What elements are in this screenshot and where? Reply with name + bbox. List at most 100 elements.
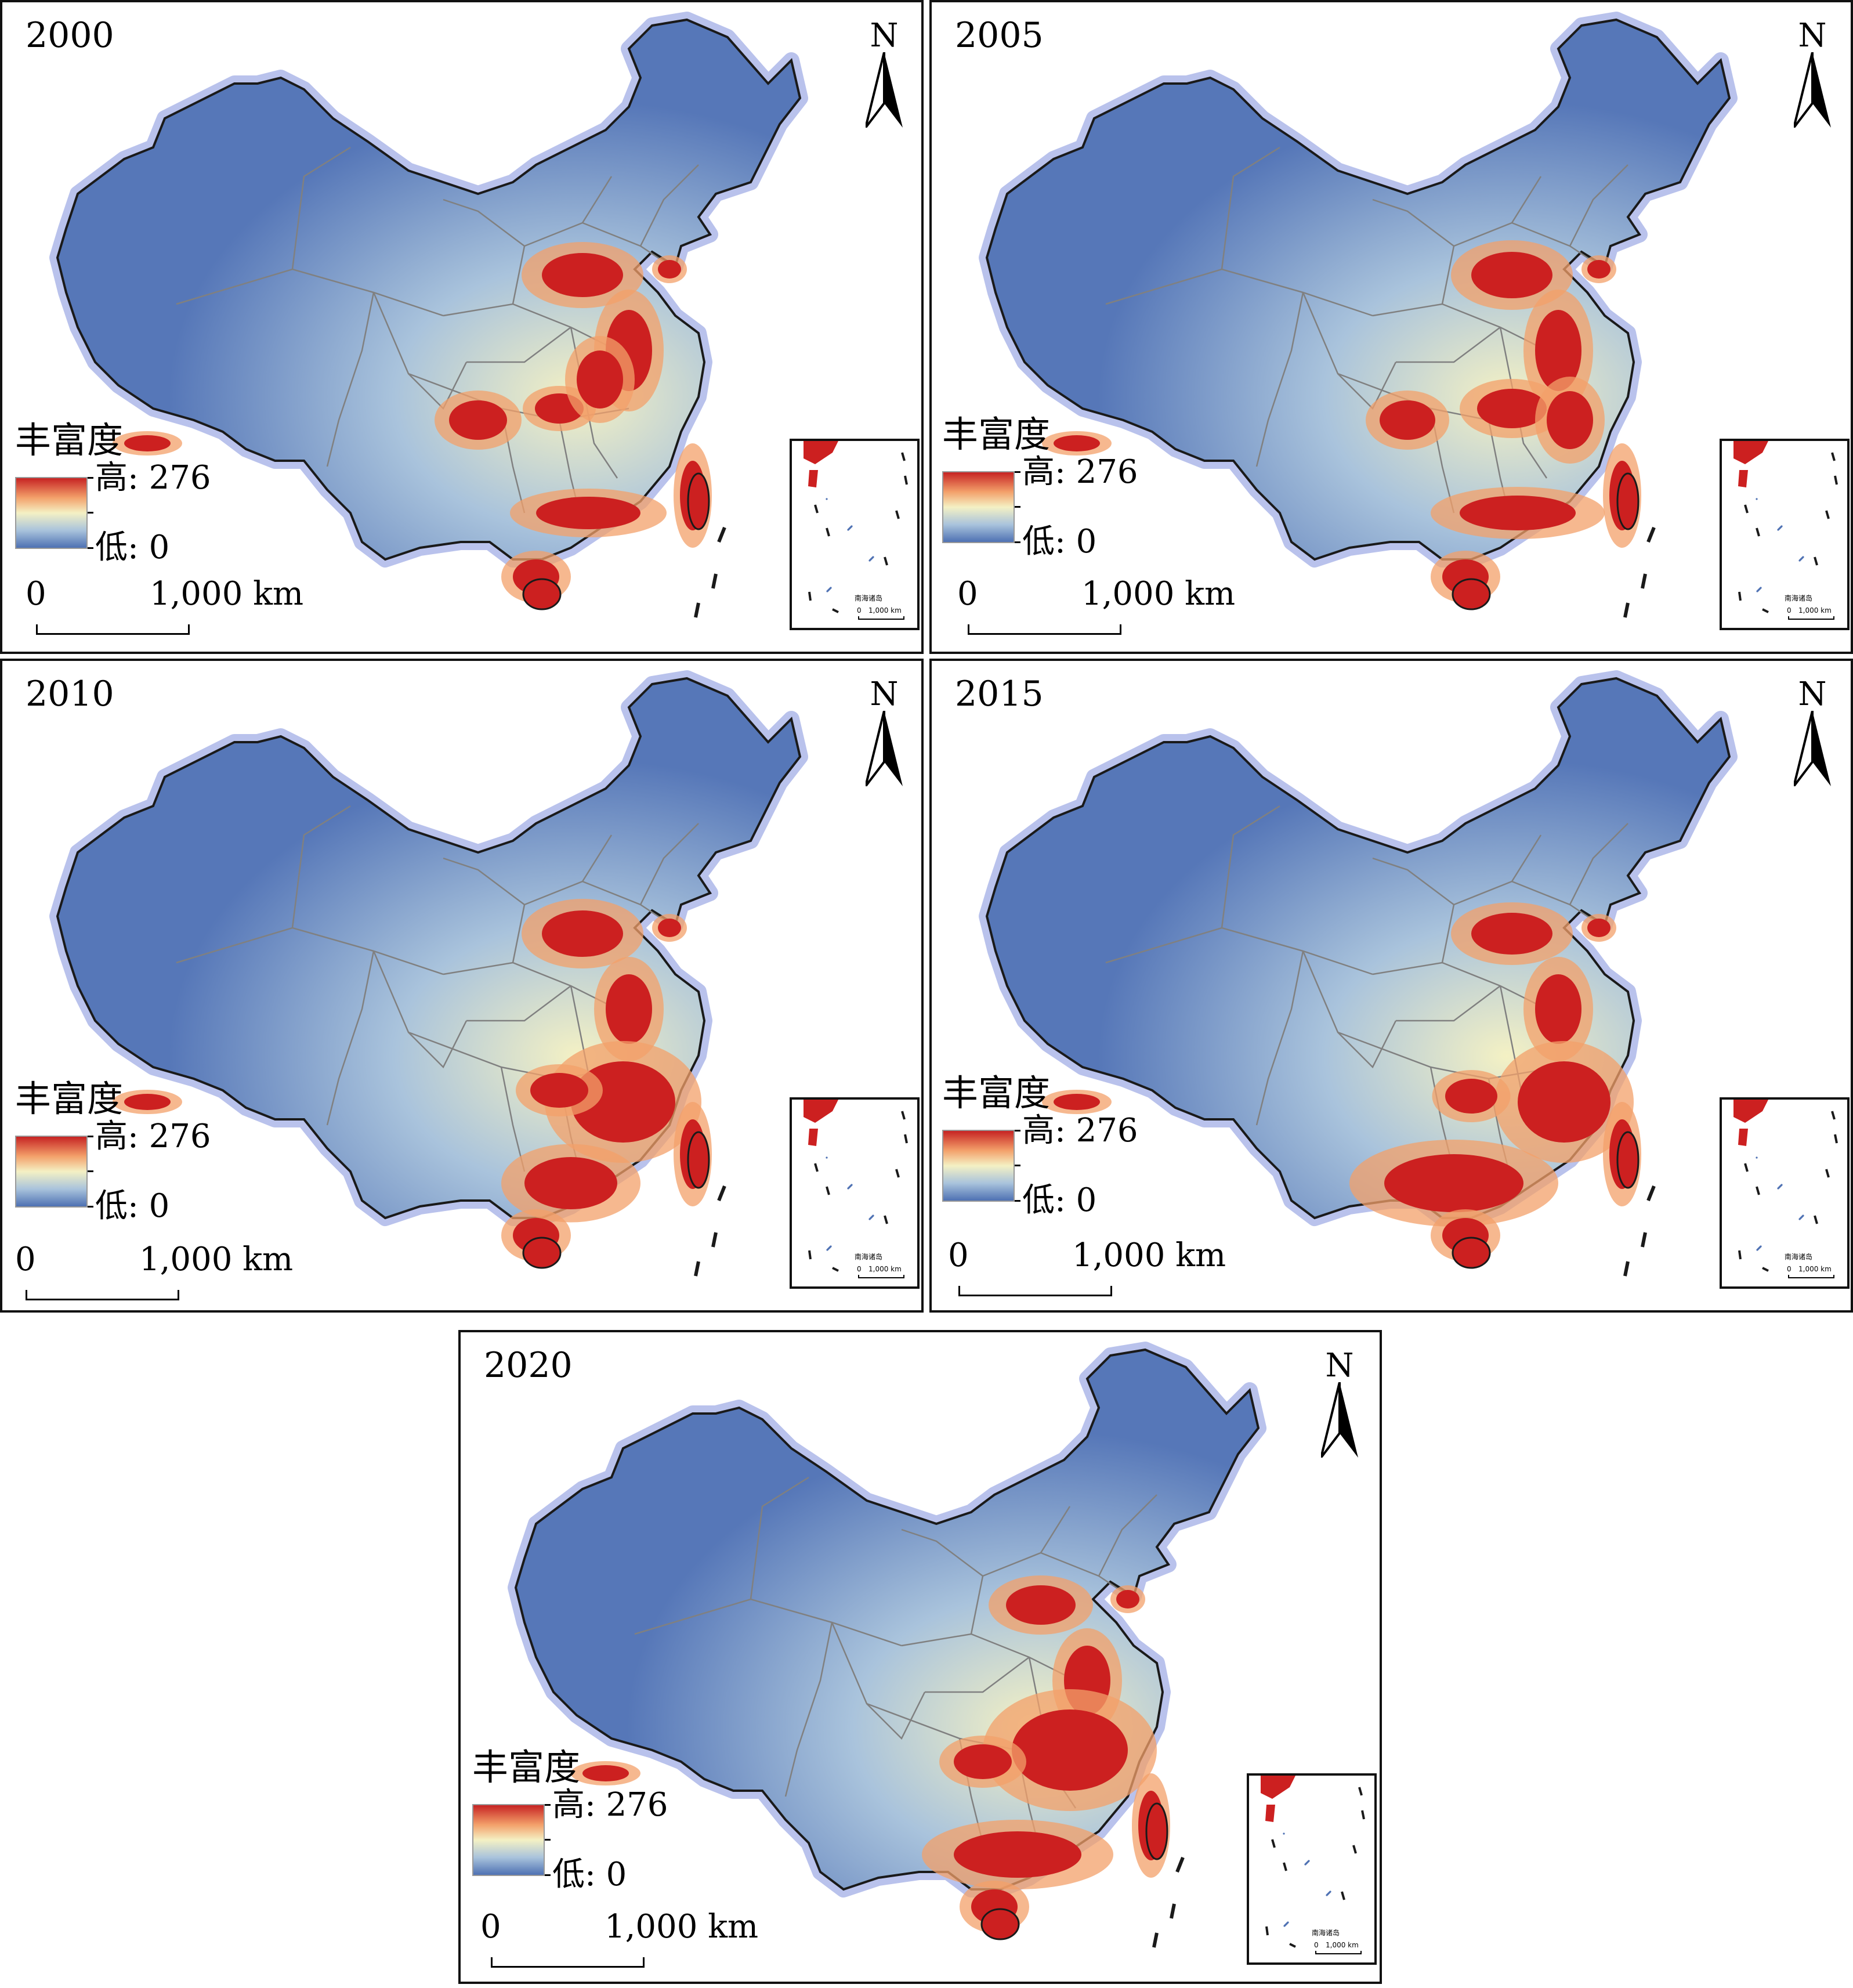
north-letter: N [870,675,899,713]
inset-island [808,1129,818,1146]
province-boundary [1372,962,1547,1010]
province-boundary [372,950,468,1069]
taiwan-island [687,472,710,530]
inset-title: 南海诸岛 [1785,1253,1813,1261]
inset-dash [814,504,819,514]
inset-dash [1352,1845,1357,1854]
north-letter: N [870,17,899,55]
inset-dash [1831,452,1836,461]
north-letter: N [1798,675,1827,713]
inset-scale-bar [858,616,904,620]
inset-title: 南海诸岛 [855,594,883,602]
south-china-sea-inset: 南海诸岛 0 1,000 km [1247,1773,1377,1965]
scale-label: 1,000 km [1072,1237,1226,1274]
inset-dash [1834,1134,1838,1144]
legend: 丰富度 高: 276 低: 0 [942,414,1174,588]
inset-dash [1834,475,1838,485]
legend: 丰富度 高: 276 低: 0 [15,420,247,594]
sea-boundary-mark [717,526,726,543]
legend-tick-low [88,547,93,549]
province-boundary [639,823,699,905]
legend-title: 丰富度 [15,1078,124,1120]
legend: 丰富度 高: 276 低: 0 [472,1747,704,1921]
inset-dash [1814,1215,1818,1224]
panel-year: 2020 [484,1345,573,1386]
sea-boundary-mark [711,573,718,589]
inset-scale-zero: 0 [1787,606,1792,615]
inset-islet [826,1156,828,1159]
richness-hotspot [1518,1061,1610,1143]
province-boundary [1302,292,1397,410]
richness-hotspot [1535,974,1581,1044]
legend-tick-high [88,1136,93,1137]
richness-hotspot [1054,435,1100,451]
province-boundary [1372,198,1454,247]
inset-dash [1289,1943,1296,1948]
legend-tick-mid [88,1170,93,1172]
inset-scale-label: 1,000 km [868,606,902,615]
panel-year: 2010 [26,674,114,714]
richness-hotspot [1054,1094,1100,1110]
richness-hotspot [577,350,623,409]
richness-hotspot [124,1094,171,1110]
province-boundary [512,834,613,963]
province-boundary [1396,327,1501,363]
inset-scale-bar [1788,1275,1834,1278]
legend-low-label: 低: 0 [1022,523,1097,561]
inset-coast [1733,1100,1768,1123]
map-panel-2015: 2015 N 丰富度 高: 276 低: 0 0 1,000 km 南海诸岛 0… [929,659,1853,1313]
legend-tick-mid [1015,506,1020,508]
north-arrow: N [861,17,907,128]
richness-hotspot [954,1744,1012,1779]
legend-tick-high [1015,1130,1020,1132]
richness-hotspot [1116,1590,1139,1609]
south-china-sea-inset: 南海诸岛 0 1,000 km [790,439,920,630]
inset-islet [851,1184,853,1186]
inset-dash [1265,1926,1269,1936]
inset-islet [1780,1184,1783,1186]
inset-dash [884,1215,888,1224]
richness-hotspot [658,919,681,937]
province-boundary [925,1657,1030,1693]
province-boundary [1255,950,1304,1126]
province-boundary [466,327,571,363]
north-letter: N [1798,17,1827,55]
province-boundary [1372,303,1547,352]
inset-dash [904,475,908,485]
scale-bar-line [958,1286,1112,1296]
inset-dash [808,591,812,601]
taiwan-island [687,1131,710,1189]
richness-hotspot [542,910,623,957]
inset-island [1738,470,1748,487]
map-panel-2020: 2020 N 丰富度 高: 276 低: 0 0 1,000 km 南海诸岛 0… [458,1330,1382,1984]
inset-islet [1760,587,1762,589]
inset-scale-label: 1,000 km [1798,606,1832,615]
inset-islet [1329,1891,1331,1893]
taiwan-island [1616,472,1640,530]
richness-hotspot [1460,496,1576,530]
province-boundary [1221,146,1280,270]
inset-dash [1738,1250,1742,1260]
inset-islet [872,556,874,558]
province-boundary [176,927,444,975]
inset-islet [1760,1245,1762,1248]
panel-year: 2005 [955,15,1044,56]
inset-islet [826,498,828,500]
province-boundary [291,805,351,928]
richness-hotspot [582,1765,629,1781]
inset-islet [830,587,832,589]
south-china-sea-inset: 南海诸岛 0 1,000 km [1720,439,1850,630]
richness-hotspot [536,497,640,529]
inset-dash [884,556,888,566]
inset-dash [904,1134,908,1144]
china-outline [56,18,802,561]
richness-hotspot [1587,919,1610,937]
scale-bar: 0 1,000 km [957,577,1282,641]
scale-bar: 0 1,000 km [26,577,350,641]
richness-hotspot [542,253,623,297]
sea-boundary-mark [1175,1856,1185,1873]
richness-hotspot [1587,260,1610,279]
inset-dash [1831,1111,1836,1120]
inset-scale-zero: 0 [1314,1941,1319,1949]
legend-title: 丰富度 [942,1072,1051,1114]
